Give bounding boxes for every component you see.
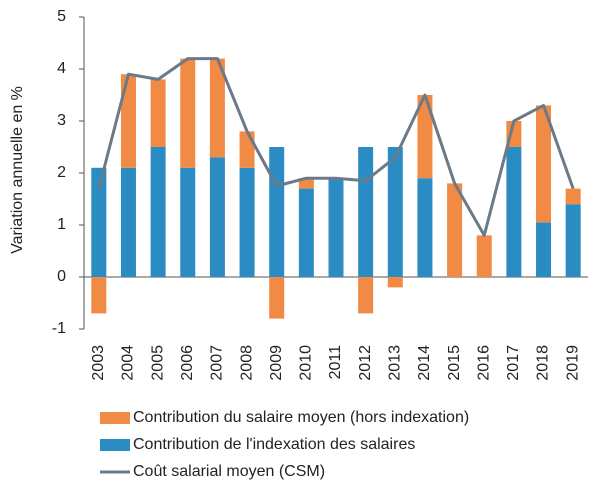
bar bbox=[387, 277, 403, 288]
legend-swatch bbox=[100, 439, 130, 451]
legend-label: Coût salarial moyen (CSM) bbox=[133, 463, 325, 480]
bar bbox=[180, 58, 196, 168]
bar bbox=[417, 178, 433, 277]
y-tick-label: -1 bbox=[52, 320, 66, 337]
bar bbox=[91, 167, 107, 277]
bar bbox=[476, 235, 492, 277]
bar bbox=[239, 167, 255, 277]
x-tick-label: 2013 bbox=[387, 345, 404, 381]
bar bbox=[358, 147, 374, 277]
bar bbox=[91, 277, 107, 314]
bar bbox=[447, 183, 463, 277]
x-tick-label: 2014 bbox=[416, 345, 433, 381]
x-tick-label: 2006 bbox=[179, 345, 196, 381]
x-tick-label: 2019 bbox=[564, 345, 581, 381]
legend-label: Contribution du salaire moyen (hors inde… bbox=[133, 409, 469, 426]
bar bbox=[180, 167, 196, 277]
bar bbox=[387, 147, 403, 277]
x-tick-label: 2005 bbox=[149, 345, 166, 381]
bar bbox=[239, 131, 255, 168]
x-tick-label: 2012 bbox=[357, 345, 374, 381]
bar bbox=[298, 178, 314, 189]
line bbox=[97, 57, 575, 237]
x-tick-label: 2011 bbox=[327, 345, 344, 380]
x-tick-label: 2004 bbox=[120, 345, 137, 381]
bar bbox=[209, 157, 225, 277]
y-tick-label: 4 bbox=[57, 60, 66, 77]
bar bbox=[358, 277, 374, 314]
x-tick-label: 2017 bbox=[505, 345, 522, 381]
x-tick-label: 2003 bbox=[90, 345, 107, 381]
x-tick-label: 2015 bbox=[446, 345, 463, 381]
y-tick-label: 3 bbox=[57, 112, 66, 129]
legend-label: Contribution de l'indexation des salaire… bbox=[133, 436, 415, 453]
bar bbox=[417, 95, 433, 179]
bar bbox=[298, 188, 314, 277]
bar bbox=[506, 147, 522, 277]
x-tick-label: 2010 bbox=[298, 345, 315, 381]
x-tick-label: 2016 bbox=[475, 345, 492, 381]
bar bbox=[120, 74, 136, 168]
y-axis-label: Variation annuelle en % bbox=[9, 86, 26, 254]
bar bbox=[536, 222, 552, 277]
bar bbox=[565, 188, 581, 205]
x-tick-label: 2009 bbox=[268, 345, 285, 381]
bar bbox=[565, 204, 581, 277]
bar bbox=[150, 147, 166, 277]
y-tick-label: 5 bbox=[57, 8, 66, 25]
bar bbox=[328, 178, 344, 277]
y-tick-label: 0 bbox=[57, 268, 66, 285]
legend-swatch bbox=[100, 412, 130, 424]
bar bbox=[536, 105, 552, 223]
y-tick-label: 1 bbox=[57, 216, 66, 233]
bar bbox=[269, 277, 285, 319]
bar bbox=[120, 167, 136, 277]
x-tick-label: 2008 bbox=[238, 345, 255, 381]
bar bbox=[209, 58, 225, 158]
x-tick-label: 2018 bbox=[535, 345, 552, 381]
bar bbox=[150, 79, 166, 147]
bar bbox=[269, 147, 285, 277]
y-tick-label: 2 bbox=[57, 164, 66, 181]
x-tick-label: 2007 bbox=[209, 345, 226, 381]
